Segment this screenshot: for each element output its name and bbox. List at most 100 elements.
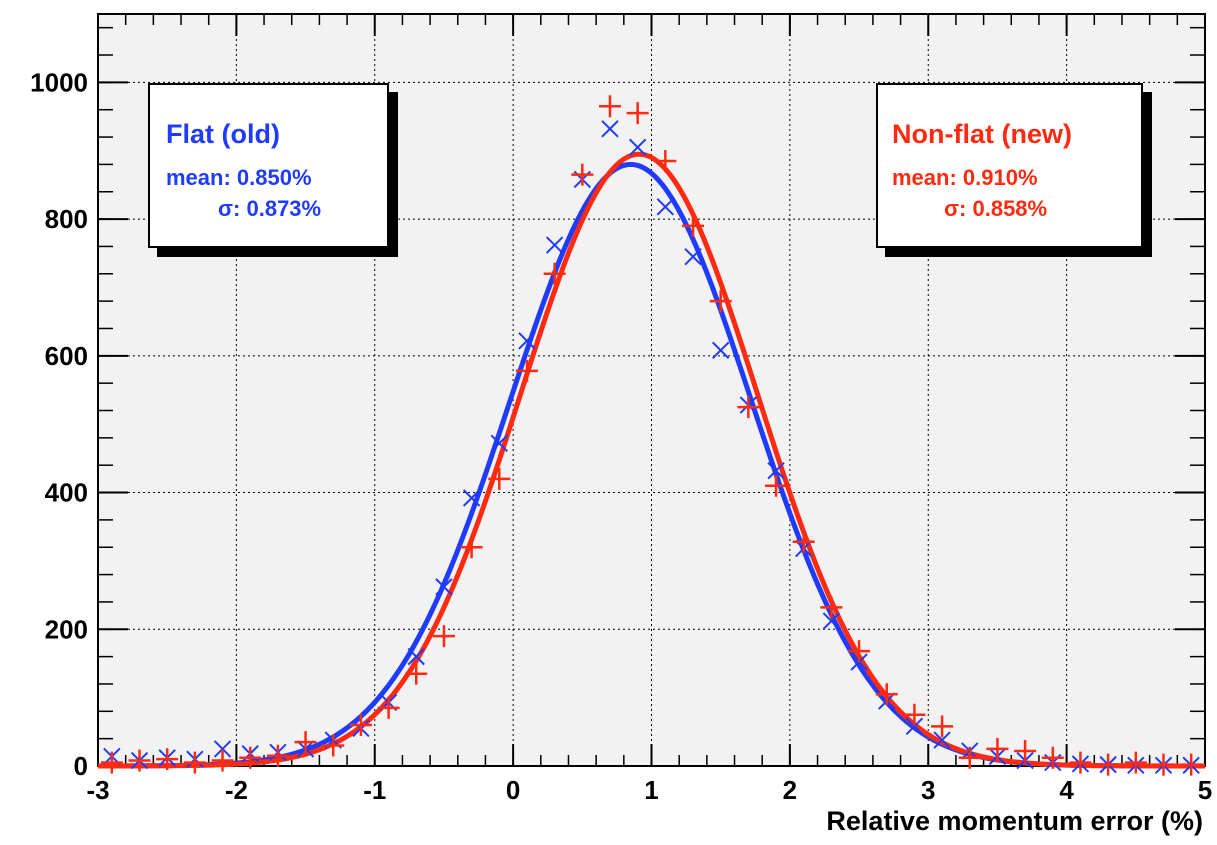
data-point-flat — [462, 489, 481, 507]
data-point-nonflat — [432, 625, 455, 648]
data-point-nonflat — [792, 530, 815, 553]
marker-stroke — [518, 332, 536, 350]
x-axis-title: Relative momentum error (%) — [826, 806, 1203, 836]
data-point-nonflat — [709, 290, 732, 313]
data-point-flat — [684, 247, 702, 266]
data-point-nonflat — [1180, 753, 1203, 776]
data-point-flat — [767, 461, 785, 480]
data-point-flat — [933, 731, 951, 749]
x-tick-label: 5 — [1198, 775, 1212, 805]
legend-box-flat: Flat (old) mean: 0.850% σ: 0.873% — [148, 83, 389, 248]
data-point-nonflat — [543, 262, 566, 285]
marker-stroke — [905, 717, 924, 736]
marker-stroke — [490, 434, 508, 453]
marker-stroke — [462, 489, 481, 507]
data-point-nonflat — [239, 746, 262, 769]
data-point-nonflat — [1097, 753, 1120, 776]
y-tick-label: 0 — [74, 751, 88, 781]
data-point-nonflat — [654, 149, 677, 172]
data-point-nonflat — [1124, 751, 1147, 774]
fit-curve-nonflat — [98, 151, 1205, 769]
data-point-nonflat — [322, 734, 345, 757]
x-tick-label: -1 — [363, 775, 386, 805]
data-point-nonflat — [266, 744, 289, 767]
legend-nonflat-sigma: σ: 0.858% — [944, 196, 1048, 221]
data-point-flat — [601, 120, 619, 138]
legend-box-nonflat: Non-flat (new) mean: 0.910% σ: 0.858% — [876, 83, 1143, 248]
data-point-nonflat — [1152, 753, 1175, 776]
data-point-nonflat — [571, 163, 594, 186]
data-point-nonflat — [903, 703, 926, 726]
data-point-nonflat — [156, 748, 179, 771]
y-tick-label: 400 — [45, 478, 88, 508]
data-point-nonflat — [349, 713, 372, 736]
y-tick-label: 1000 — [30, 67, 88, 97]
x-tick-label: 4 — [1059, 775, 1074, 805]
data-point-nonflat — [737, 396, 760, 419]
marker-stroke — [684, 247, 702, 266]
data-point-flat — [545, 236, 564, 254]
x-tick-label: 1 — [644, 775, 658, 805]
marker-stroke — [933, 731, 951, 749]
x-tick-label: 0 — [506, 775, 520, 805]
x-tick-label: 2 — [783, 775, 797, 805]
data-point-nonflat — [875, 683, 898, 706]
data-point-flat — [407, 647, 425, 666]
data-point-nonflat — [405, 662, 428, 685]
marker-stroke — [213, 740, 232, 758]
data-point-nonflat — [460, 536, 483, 559]
data-point-flat — [518, 332, 536, 350]
marker-stroke — [767, 461, 785, 480]
marker-stroke — [822, 612, 841, 630]
y-tick-label: 200 — [45, 614, 88, 644]
y-tick-labels: 0 200 400 600 800 1000 — [30, 67, 88, 781]
data-point-nonflat — [765, 474, 788, 497]
data-point-nonflat — [820, 596, 843, 619]
marker-stroke — [407, 647, 425, 666]
y-tick-label: 800 — [45, 204, 88, 234]
data-point-flat — [905, 717, 924, 736]
marker-stroke — [545, 236, 564, 254]
marker-stroke — [656, 198, 675, 216]
marker-stroke — [628, 138, 647, 157]
x-tick-label: -2 — [225, 775, 248, 805]
y-tick-label: 600 — [45, 341, 88, 371]
data-point-nonflat — [294, 731, 317, 754]
data-point-flat — [490, 434, 508, 453]
data-point-nonflat — [598, 95, 621, 118]
data-point-nonflat — [128, 749, 151, 772]
x-tick-labels: -3 -2 -1 0 1 2 3 4 5 — [86, 775, 1212, 805]
data-point-nonflat — [1041, 746, 1064, 769]
data-point-nonflat — [1014, 739, 1037, 762]
data-point-flat — [656, 198, 675, 216]
data-point-nonflat — [100, 751, 123, 774]
data-point-nonflat — [931, 715, 954, 738]
marker-stroke — [601, 120, 619, 138]
data-point-flat — [213, 740, 232, 758]
legend-nonflat-title: Non-flat (new) — [892, 119, 1072, 149]
legend-flat-sigma: σ: 0.873% — [218, 196, 322, 221]
data-point-flat — [711, 341, 730, 360]
legend-flat-mean: mean: 0.850% — [166, 165, 312, 190]
data-point-flat — [435, 578, 453, 596]
data-point-flat — [628, 138, 647, 157]
data-point-nonflat — [848, 640, 871, 663]
data-point-nonflat — [377, 696, 400, 719]
data-markers — [100, 95, 1203, 776]
x-tick-label: -3 — [86, 775, 109, 805]
marker-stroke — [711, 341, 730, 360]
data-point-nonflat — [488, 467, 511, 490]
axis-ticks — [97, 14, 1206, 767]
data-point-nonflat — [626, 102, 649, 125]
data-point-nonflat — [515, 359, 538, 382]
data-point-nonflat — [682, 214, 705, 237]
legend-nonflat-mean: mean: 0.910% — [892, 165, 1038, 190]
data-point-nonflat — [183, 751, 206, 774]
data-point-nonflat — [986, 737, 1009, 760]
marker-stroke — [435, 578, 453, 596]
legend-flat-title: Flat (old) — [166, 119, 280, 149]
data-point-nonflat — [211, 749, 234, 772]
data-point-nonflat — [958, 746, 981, 769]
x-tick-label: 3 — [921, 775, 935, 805]
data-point-flat — [822, 612, 841, 630]
